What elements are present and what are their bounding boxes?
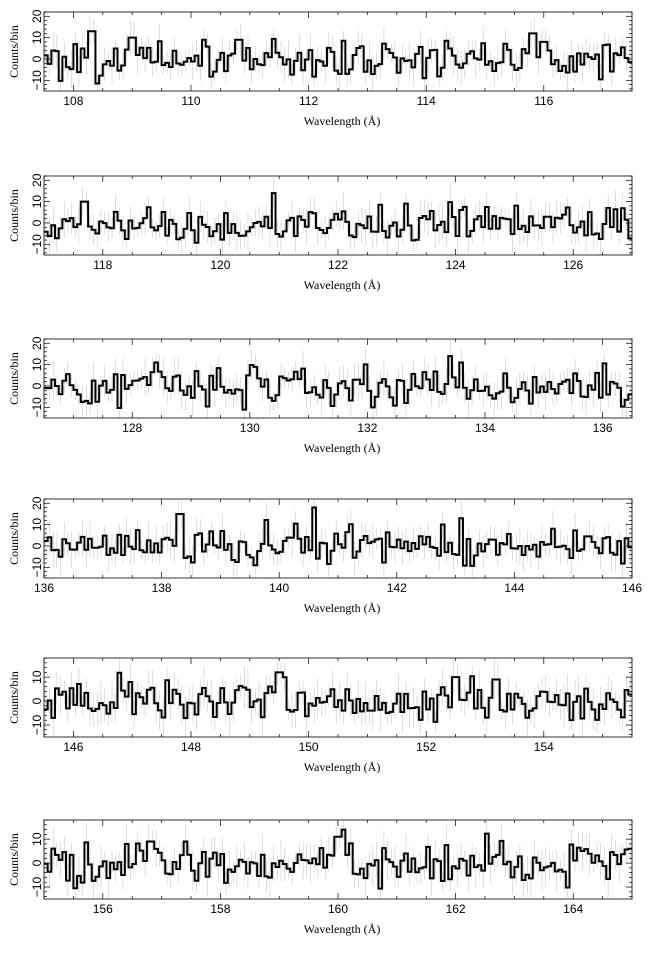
x-tick-label: 150	[299, 740, 319, 754]
x-tick-label: 146	[622, 581, 642, 595]
x-tick-label: 160	[328, 902, 348, 916]
y-tick-label: 0	[30, 859, 44, 866]
y-tick-label: −10	[30, 397, 44, 418]
spectrum-panel-5: 146 148 150 152 154 −10 0 10 Wavelength (Å) Count…	[7, 657, 633, 774]
x-tick-label: 152	[416, 740, 436, 754]
spectrum-series	[44, 355, 632, 411]
y-tick-label: 10	[30, 358, 44, 372]
plot-frame	[43, 338, 633, 419]
error-bars	[45, 658, 631, 737]
spectrum-series	[44, 192, 632, 244]
x-tick-label: 146	[63, 740, 83, 754]
spectrum-panel-6: 156 158 160 162 164 −10 0 10 Wavelength (Å) Count…	[7, 819, 633, 936]
x-tick-label: 158	[210, 902, 230, 916]
y-axis-label: Counts/bin	[7, 25, 21, 78]
spectrum-panel-4: 136 138 140 142 144 146 −10 0 10 20 Wavelength (Å)…	[7, 496, 642, 615]
spectrum-panel-1: 108 110 112 114 116 −10 0 10 20 Wavelength (Å) Cou…	[7, 9, 633, 128]
x-tick-label: 122	[328, 258, 348, 272]
x-axis-label: Wavelength (Å)	[304, 441, 381, 455]
x-tick-label: 154	[534, 740, 554, 754]
error-bars	[45, 16, 631, 91]
x-axis-label: Wavelength (Å)	[304, 278, 381, 292]
x-tick-label: 144	[504, 581, 524, 595]
x-tick-label: 148	[181, 740, 201, 754]
x-tick-label: 142	[387, 581, 407, 595]
spectrum-series	[44, 828, 632, 890]
x-tick-label: 108	[63, 94, 83, 108]
plot-frame	[43, 11, 633, 92]
y-tick-label: 20	[30, 496, 44, 510]
y-tick-label: 10	[30, 195, 44, 209]
spectrum-series	[44, 30, 632, 85]
y-axis-label: Counts/bin	[7, 671, 21, 724]
x-tick-label: 120	[210, 258, 230, 272]
y-tick-label: 20	[30, 336, 44, 350]
spectrum-panel-2: 118 120 122 124 126 −10 0 10 20 Wavelength (Å) Cou…	[7, 173, 633, 292]
y-tick-label: 0	[30, 219, 44, 226]
x-tick-label: 124	[446, 258, 466, 272]
x-tick-label: 128	[122, 421, 142, 435]
spectrum-series	[44, 671, 632, 723]
x-tick-label: 140	[269, 581, 289, 595]
y-axis-label: Counts/bin	[7, 512, 21, 565]
y-axis-label: Counts/bin	[7, 352, 21, 405]
spectrum-series	[44, 506, 632, 567]
x-tick-label: 162	[446, 902, 466, 916]
plot-frame	[43, 819, 633, 900]
x-tick-label: 132	[357, 421, 377, 435]
x-tick-label: 112	[299, 94, 318, 108]
x-tick-label: 130	[240, 421, 260, 435]
y-tick-label: 10	[30, 31, 44, 45]
y-tick-label: 10	[30, 670, 44, 684]
x-tick-label: 136	[593, 421, 613, 435]
y-tick-label: −10	[30, 715, 44, 736]
y-tick-label: 0	[30, 697, 44, 704]
x-tick-label: 136	[34, 581, 54, 595]
x-tick-label: 116	[534, 94, 553, 108]
x-tick-label: 134	[475, 421, 495, 435]
x-axis-label: Wavelength (Å)	[304, 601, 381, 615]
x-axis-label: Wavelength (Å)	[304, 922, 381, 936]
y-tick-label: −10	[30, 557, 44, 578]
y-axis-label: Counts/bin	[7, 189, 21, 242]
y-axis-label: Counts/bin	[7, 833, 21, 886]
x-tick-label: 118	[93, 258, 112, 272]
x-tick-label: 110	[181, 94, 200, 108]
x-tick-label: 156	[93, 902, 113, 916]
x-tick-label: 164	[563, 902, 583, 916]
y-tick-label: 20	[30, 9, 44, 23]
y-tick-label: 10	[30, 518, 44, 532]
x-tick-label: 114	[417, 94, 436, 108]
error-bars	[45, 820, 631, 899]
y-tick-label: 0	[30, 542, 44, 549]
y-tick-label: −10	[30, 70, 44, 91]
y-tick-label: −10	[30, 234, 44, 255]
y-tick-label: 10	[30, 832, 44, 846]
spectrum-panel-3: 128 130 132 134 136 −10 0 10 20 Wavelength (Å) Cou…	[7, 336, 633, 455]
x-tick-label: 126	[563, 258, 583, 272]
error-bars	[45, 339, 631, 418]
y-tick-label: 0	[30, 382, 44, 389]
y-tick-label: 0	[30, 55, 44, 62]
x-tick-label: 138	[152, 581, 172, 595]
x-axis-label: Wavelength (Å)	[304, 114, 381, 128]
y-tick-label: 20	[30, 173, 44, 187]
x-axis-label: Wavelength (Å)	[304, 760, 381, 774]
y-tick-label: −10	[30, 877, 44, 898]
